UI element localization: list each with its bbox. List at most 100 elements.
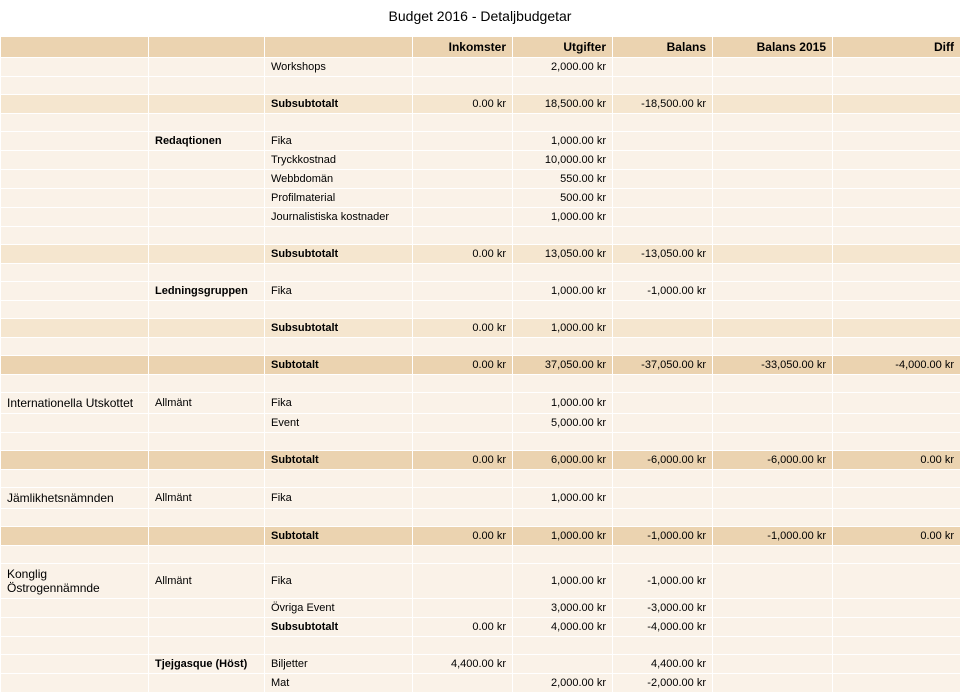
cell-value: 6,000.00 kr: [513, 451, 613, 470]
cell-label: Övriga Event: [265, 599, 413, 618]
blank-row: [1, 301, 960, 319]
cell-value: 1,000.00 kr: [513, 282, 613, 301]
cell-label: Tryckkostnad: [265, 151, 413, 170]
section-label: Konglig Östrogennämnde: [1, 564, 149, 599]
cell-label: Subtotalt: [265, 527, 413, 546]
cell-value: 1,000.00 kr: [513, 208, 613, 227]
cell-value: 2,000.00 kr: [513, 674, 613, 693]
cell-label: Subsubtotalt: [265, 245, 413, 264]
cell-value: -18,500.00 kr: [613, 95, 713, 114]
cell-label: Fika: [265, 488, 413, 509]
cell-value: -1,000.00 kr: [613, 564, 713, 599]
row-redaqtionen-fika: Redaqtionen Fika 1,000.00 kr: [1, 132, 960, 151]
header-balans2015: Balans 2015: [713, 37, 833, 58]
cell-value: 500.00 kr: [513, 189, 613, 208]
cell-value: 18,500.00 kr: [513, 95, 613, 114]
cell-value: 1,000.00 kr: [513, 527, 613, 546]
blank-row: [1, 114, 960, 132]
header-balans: Balans: [613, 37, 713, 58]
cell-value: 1,000.00 kr: [513, 319, 613, 338]
blank-row: [1, 375, 960, 393]
row-tjej-biljetter: Tjejgasque (Höst) Biljetter 4,400.00 kr …: [1, 655, 960, 674]
cell-label: Biljetter: [265, 655, 413, 674]
cell-value: 1,000.00 kr: [513, 132, 613, 151]
cell-value: -6,000.00 kr: [713, 451, 833, 470]
blank-row: [1, 264, 960, 282]
cell-value: -1,000.00 kr: [613, 527, 713, 546]
header-utgifter: Utgifter: [513, 37, 613, 58]
cell-value: 4,400.00 kr: [413, 655, 513, 674]
cell-label: Subsubtotalt: [265, 95, 413, 114]
row-internat-fika: Internationella Utskottet Allmänt Fika 1…: [1, 393, 960, 414]
cell-value: -4,000.00 kr: [833, 356, 960, 375]
row-subtotal1: Subtotalt 0.00 kr 37,050.00 kr -37,050.0…: [1, 356, 960, 375]
cell-label: Fika: [265, 282, 413, 301]
cell-value: 2,000.00 kr: [513, 58, 613, 77]
row-workshops: Workshops 2,000.00 kr: [1, 58, 960, 77]
row-subtotal2: Subtotalt 0.00 kr 6,000.00 kr -6,000.00 …: [1, 451, 960, 470]
group-label: Tjejgasque (Höst): [149, 655, 265, 674]
blank-row: [1, 470, 960, 488]
row-redaqtionen-tryck: Tryckkostnad 10,000.00 kr: [1, 151, 960, 170]
cell-value: 13,050.00 kr: [513, 245, 613, 264]
cell-value: 0.00 kr: [413, 356, 513, 375]
cell-label: Fika: [265, 564, 413, 599]
cell-value: 0.00 kr: [413, 527, 513, 546]
cell-value: 4,000.00 kr: [513, 618, 613, 637]
cell-value: 0.00 kr: [413, 319, 513, 338]
group-label: Redaqtionen: [149, 132, 265, 151]
cell-label: Workshops: [265, 58, 413, 77]
page-title: Budget 2016 - Detaljbudgetar: [0, 0, 960, 36]
cell-value: -37,050.00 kr: [613, 356, 713, 375]
group-label: Allmänt: [149, 564, 265, 599]
row-konglig-subsub: Subsubtotalt 0.00 kr 4,000.00 kr -4,000.…: [1, 618, 960, 637]
row-subsub2: Subsubtotalt 0.00 kr 13,050.00 kr -13,05…: [1, 245, 960, 264]
cell-value: 4,400.00 kr: [613, 655, 713, 674]
group-label: Ledningsgruppen: [149, 282, 265, 301]
cell-label: Profilmaterial: [265, 189, 413, 208]
cell-label: Subtotalt: [265, 451, 413, 470]
cell-label: Mat: [265, 674, 413, 693]
cell-value: 5,000.00 kr: [513, 414, 613, 433]
blank-row: [1, 77, 960, 95]
row-internat-event: Event 5,000.00 kr: [1, 414, 960, 433]
cell-value: 3,000.00 kr: [513, 599, 613, 618]
cell-label: Fika: [265, 132, 413, 151]
row-konglig-fika: Konglig Östrogennämnde Allmänt Fika 1,00…: [1, 564, 960, 599]
blank-row: [1, 433, 960, 451]
group-label: Allmänt: [149, 488, 265, 509]
cell-value: -6,000.00 kr: [613, 451, 713, 470]
blank-row: [1, 509, 960, 527]
row-tjej-mat: Mat 2,000.00 kr -2,000.00 kr: [1, 674, 960, 693]
cell-label: Event: [265, 414, 413, 433]
header-blank2: [149, 37, 265, 58]
blank-row: [1, 546, 960, 564]
row-lednings-fika: Ledningsgruppen Fika 1,000.00 kr -1,000.…: [1, 282, 960, 301]
cell-value: -13,050.00 kr: [613, 245, 713, 264]
cell-value: 0.00 kr: [413, 95, 513, 114]
cell-value: 0.00 kr: [833, 527, 960, 546]
header-row: Inkomster Utgifter Balans Balans 2015 Di…: [1, 37, 960, 58]
cell-value: 0.00 kr: [413, 451, 513, 470]
cell-value: 37,050.00 kr: [513, 356, 613, 375]
group-label: Allmänt: [149, 393, 265, 414]
cell-value: 0.00 kr: [413, 618, 513, 637]
cell-value: -3,000.00 kr: [613, 599, 713, 618]
cell-value: -1,000.00 kr: [713, 527, 833, 546]
row-redaqtionen-webb: Webbdomän 550.00 kr: [1, 170, 960, 189]
header-inkomster: Inkomster: [413, 37, 513, 58]
cell-label: Subsubtotalt: [265, 618, 413, 637]
cell-label: Webbdomän: [265, 170, 413, 189]
cell-value: 10,000.00 kr: [513, 151, 613, 170]
cell-value: 0.00 kr: [413, 245, 513, 264]
cell-value: -4,000.00 kr: [613, 618, 713, 637]
row-subsub3: Subsubtotalt 0.00 kr 1,000.00 kr: [1, 319, 960, 338]
budget-table: Inkomster Utgifter Balans Balans 2015 Di…: [0, 36, 960, 693]
row-subtotal3: Subtotalt 0.00 kr 1,000.00 kr -1,000.00 …: [1, 527, 960, 546]
row-subsub1: Subsubtotalt 0.00 kr 18,500.00 kr -18,50…: [1, 95, 960, 114]
row-konglig-ovriga: Övriga Event 3,000.00 kr -3,000.00 kr: [1, 599, 960, 618]
section-label: Internationella Utskottet: [1, 393, 149, 414]
section-label: Jämlikhetsnämnden: [1, 488, 149, 509]
cell-label: Journalistiska kostnader: [265, 208, 413, 227]
blank-row: [1, 227, 960, 245]
